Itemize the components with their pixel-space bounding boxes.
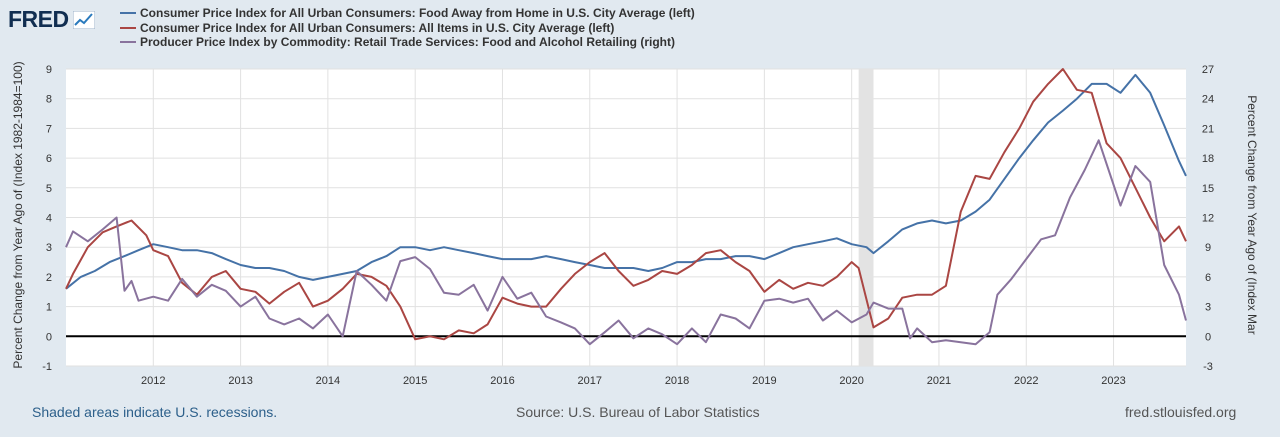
legend-label: Producer Price Index by Commodity: Retai… [140,35,675,49]
x-tick-label: 2012 [141,375,165,387]
x-tick-label: 2020 [839,375,863,387]
left-tick-label: 2 [46,272,52,284]
trend-chart-icon [72,10,95,29]
source-text: Source: U.S. Bureau of Labor Statistics [516,404,760,420]
right-tick-label: 24 [1202,94,1214,106]
series-line-2[interactable] [65,68,1187,341]
x-tick-label: 2021 [927,375,951,387]
left-tick-label: 1 [46,302,52,314]
right-tick-label: 18 [1202,153,1214,165]
left-tick-label: 0 [46,331,52,343]
recession-note: Shaded areas indicate U.S. recessions. [32,404,278,420]
fred-link[interactable]: fred.stlouisfed.org [1125,404,1237,420]
right-tick-label: 21 [1202,123,1214,135]
right-tick-label: 27 [1202,64,1214,76]
x-tick-label: 2014 [316,375,340,387]
legend-swatch [120,12,136,15]
x-tick-label: 2018 [665,375,689,387]
left-tick-label: 6 [46,153,52,165]
series-line-1[interactable] [65,73,1187,290]
left-tick-label: 3 [46,242,52,254]
legend-swatch [120,41,136,44]
series-layer [65,68,1187,346]
right-tick-label: 15 [1202,183,1214,195]
fred-logo[interactable]: FRED [8,6,95,33]
x-tick-label: 2023 [1101,375,1125,387]
legend-label: Consumer Price Index for All Urban Consu… [140,20,615,35]
right-tick-label: 12 [1202,213,1214,225]
left-tick-label: 9 [46,64,52,76]
right-tick-label: 9 [1205,242,1211,254]
x-tick-label: 2019 [752,375,776,387]
left-tick-label: -1 [42,361,52,373]
legend-item-all-items: Consumer Price Index for All Urban Consu… [120,21,695,36]
right-tick-label: 3 [1205,302,1211,314]
left-tick-label: 5 [46,183,52,195]
x-tick-label: 2017 [578,375,602,387]
logo-text: FRED [8,6,69,32]
series-line-3[interactable] [65,139,1187,346]
recession-layer [858,69,874,366]
x-tick-label: 2022 [1014,375,1038,387]
x-tick-label: 2013 [228,375,252,387]
left-tick-label: 7 [46,123,52,135]
legend-label: Consumer Price Index for All Urban Consu… [140,6,695,20]
chart-legend: Consumer Price Index for All Urban Consu… [120,6,695,50]
x-tick-label: 2016 [490,375,514,387]
left-tick-label: 8 [46,94,52,106]
legend-item-ppi-retail: Producer Price Index by Commodity: Retai… [120,35,695,50]
right-tick-label: 6 [1205,272,1211,284]
left-tick-label: 4 [46,213,52,225]
recession-band [858,69,874,366]
right-tick-label: 0 [1205,331,1211,343]
legend-item-food-away: Consumer Price Index for All Urban Consu… [120,6,695,21]
x-tick-label: 2015 [403,375,427,387]
legend-swatch [120,26,136,29]
right-tick-label: -3 [1203,361,1213,373]
